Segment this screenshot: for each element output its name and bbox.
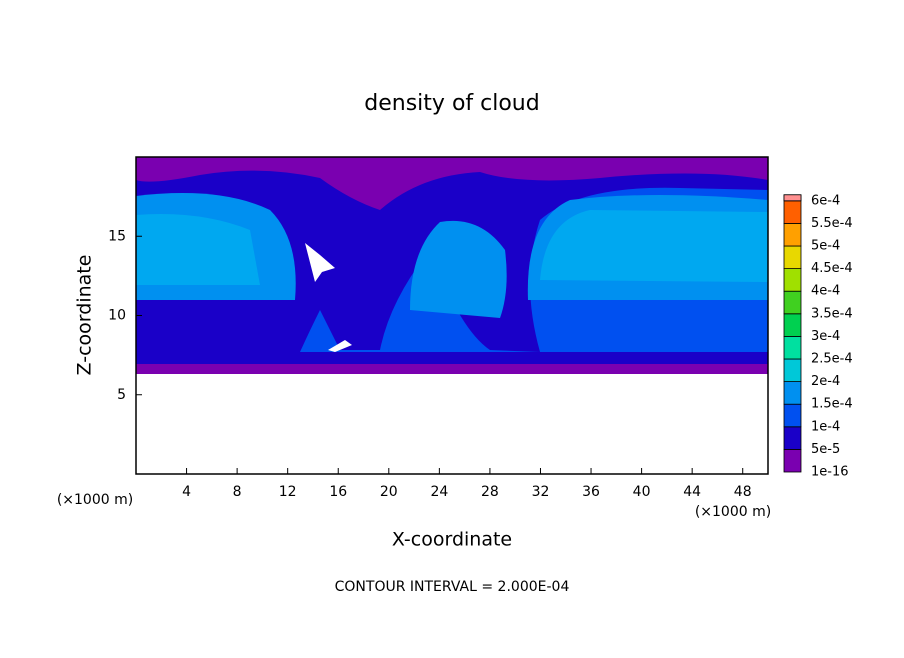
x-tick-label: 8 (233, 484, 242, 500)
x-tick-label: 16 (329, 484, 347, 500)
colorbar-segment (783, 403, 802, 428)
y-tick-label: 15 (108, 228, 126, 244)
x-tick-label: 28 (481, 484, 499, 500)
colorbar-segment (783, 426, 802, 450)
colorbar-label: 5e-4 (811, 239, 840, 254)
x-tick-label: 20 (380, 484, 398, 500)
field-layer (410, 220, 507, 318)
x-tick-label: 40 (633, 484, 651, 500)
colorbar-label: 3.5e-4 (811, 306, 853, 321)
colorbar-label: 4.5e-4 (811, 261, 853, 276)
colorbar-segment (783, 335, 802, 360)
x-tick-label: 32 (532, 484, 550, 500)
y-axis-title: Z-coordinate (74, 255, 96, 376)
colorbar-label: 6e-4 (811, 193, 840, 208)
colorbar-segment (783, 222, 802, 247)
colorbar-label: 2.5e-4 (811, 352, 853, 367)
y-tick-label: 10 (108, 308, 126, 324)
x-tick-label: 36 (582, 484, 600, 500)
colorbar-segment (783, 194, 802, 202)
colorbar-label: 3e-4 (811, 329, 840, 344)
field-layer (136, 210, 768, 285)
colorbar-label: 1e-4 (811, 419, 840, 434)
colorbar-segment (783, 268, 802, 292)
x-tick-label: 12 (279, 484, 297, 500)
colorbar-label: 2e-4 (811, 374, 840, 389)
colorbar-label: 4e-4 (811, 284, 840, 299)
colorbar-label: 5.5e-4 (811, 216, 853, 231)
colorbar-segment (783, 358, 802, 383)
colorbar-segment (783, 245, 802, 270)
x-tick-label: 24 (430, 484, 448, 500)
x-axis-title: X-coordinate (392, 529, 512, 551)
colorbar-segment (783, 290, 802, 315)
field-gap (305, 243, 335, 282)
y-tick-label: 5 (117, 387, 126, 403)
colorbar-segment (783, 200, 802, 224)
field-gap (328, 340, 352, 352)
x-tick-label: 44 (683, 484, 701, 500)
contour-field (136, 157, 768, 374)
x-tick-label: 4 (182, 484, 191, 500)
colorbar-label: 1.5e-4 (811, 397, 853, 412)
footer: CONTOUR INTERVAL = 2.000E-04 (335, 579, 570, 595)
colorbar-label: 5e-5 (811, 442, 840, 457)
colorbar-segment (783, 313, 802, 337)
x-unit: (×1000 m) (695, 504, 771, 520)
chart-title: density of cloud (364, 91, 539, 116)
colorbar-label: 1e-16 (811, 465, 849, 480)
y-unit: (×1000 m) (57, 492, 133, 508)
x-tick-label: 48 (734, 484, 752, 500)
colorbar-segment (783, 448, 802, 473)
colorbar-segment (783, 381, 802, 405)
